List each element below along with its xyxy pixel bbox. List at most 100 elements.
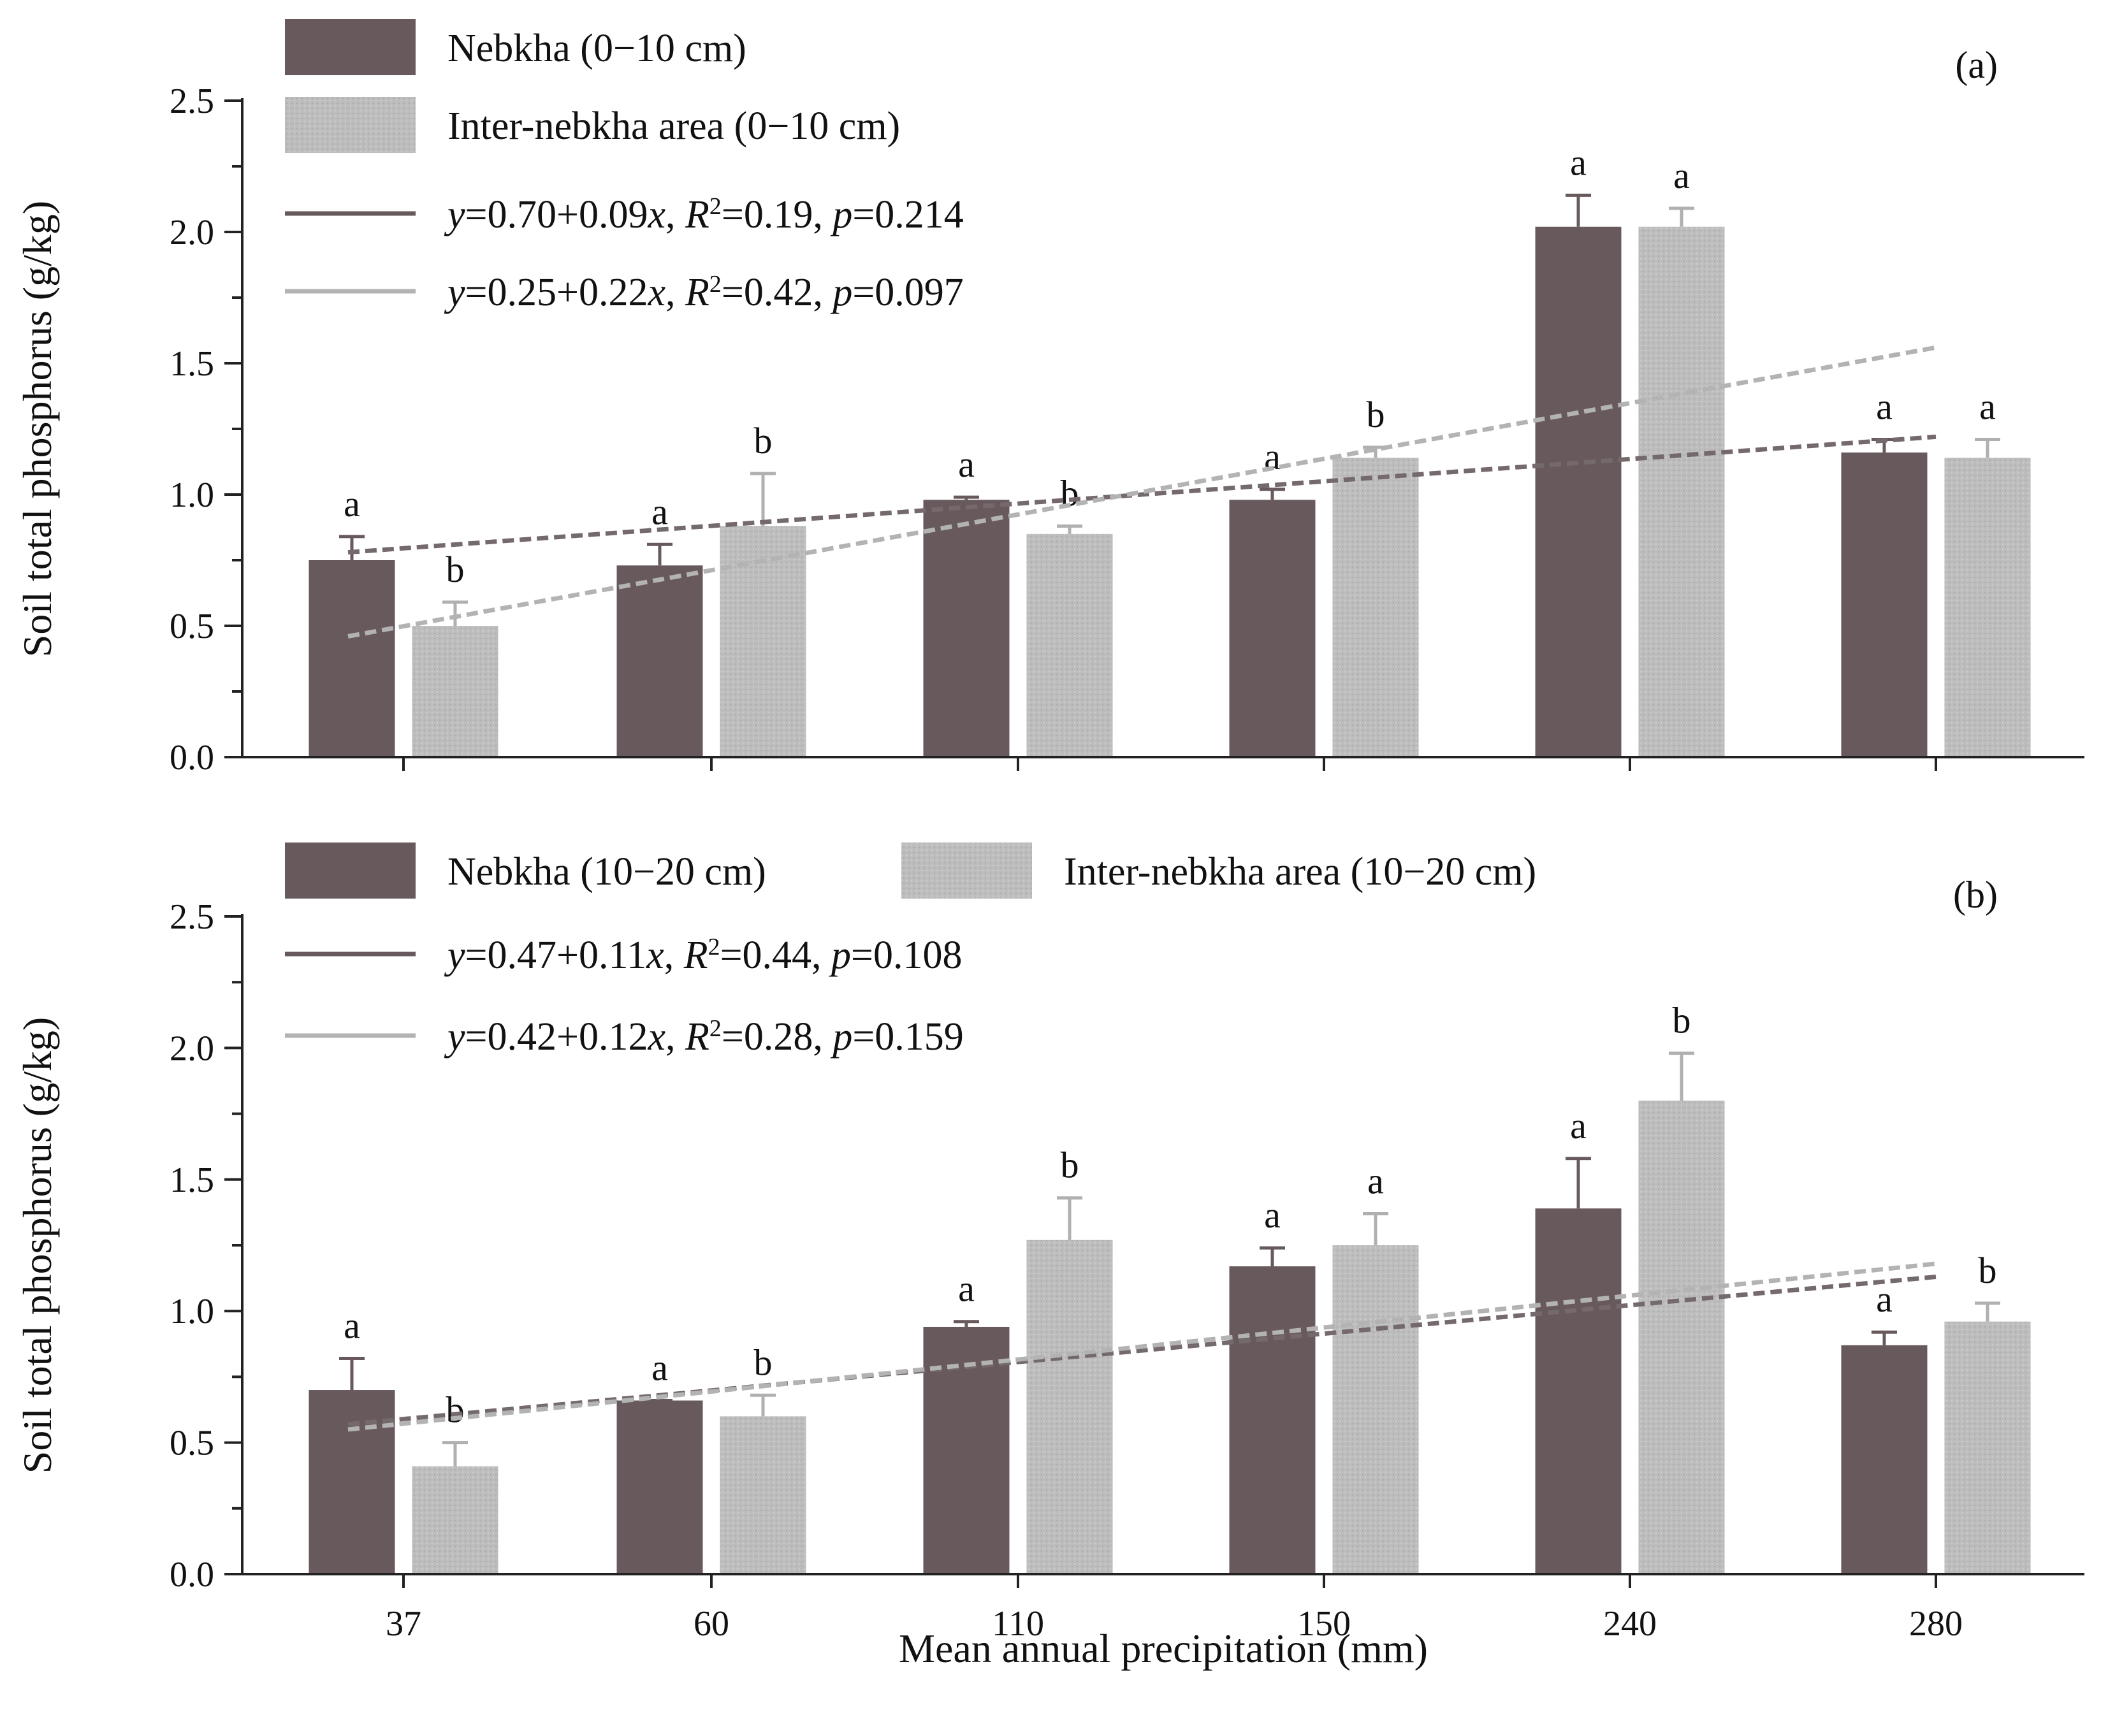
legend-equation-part: =0.19, <box>722 193 832 236</box>
y-tick-label: 2.5 <box>170 82 214 121</box>
significance-label: b <box>446 549 465 590</box>
legend-equation-part: x <box>647 193 665 236</box>
y-tick-label: 0.5 <box>170 607 214 646</box>
bar-inter-nebkha-280 <box>1944 1321 2031 1574</box>
significance-label: b <box>754 1342 773 1383</box>
bar-nebkha-240 <box>1535 226 1622 757</box>
significance-label: a <box>1979 386 1996 427</box>
significance-label: a <box>651 491 668 532</box>
legend-equation-part: =0.25+0.22 <box>465 271 648 314</box>
legend-equation-part: =0.108 <box>851 934 962 977</box>
bar-nebkha-60 <box>616 1400 703 1574</box>
legend-equation-part: x <box>646 934 664 977</box>
legend-equation: y=0.47+0.11x, R2=0.44, p=0.108 <box>444 934 963 977</box>
legend-equation-part: , <box>665 1015 685 1059</box>
y-tick-label: 2.5 <box>170 897 214 937</box>
legend-equation-part: =0.47+0.11 <box>465 934 647 977</box>
legend-equation: y=0.70+0.09x, R2=0.19, p=0.214 <box>444 193 964 236</box>
legend-equation-part: , <box>664 934 684 977</box>
bar-nebkha-280 <box>1841 452 1928 757</box>
legend-equation-part: =0.097 <box>852 271 963 314</box>
significance-label: a <box>1570 1105 1587 1146</box>
y-axis-title: Soil total phosphorus (g/kg) <box>15 1017 60 1473</box>
bar-inter-nebkha-150 <box>1332 1245 1419 1574</box>
legend: Nebkha (0−10 cm) Inter-nebkha area (0−10 … <box>285 19 964 314</box>
bar-nebkha-110 <box>923 500 1010 757</box>
x-tick-label: 60 <box>694 1604 729 1644</box>
x-tick-label: 280 <box>1909 1604 1963 1644</box>
legend-equation-part: R <box>685 271 709 314</box>
legend-equation-part: 2 <box>709 1015 722 1042</box>
legend: Nebkha (10−20 cm) Inter-nebkha area (10−2… <box>285 843 1536 1059</box>
significance-label: a <box>1673 155 1690 196</box>
legend-equation-part: y <box>444 934 465 977</box>
bar-nebkha-240 <box>1535 1208 1622 1574</box>
legend-equation: y=0.25+0.22x, R2=0.42, p=0.097 <box>444 271 964 314</box>
legend-equation-part: =0.42, <box>722 271 832 314</box>
bar-inter-nebkha-110 <box>1026 1240 1113 1574</box>
bar-nebkha-280 <box>1841 1345 1928 1574</box>
legend-equation-part: x <box>647 271 665 314</box>
x-tick-label: 150 <box>1297 1604 1351 1644</box>
legend-swatch-nebkha <box>285 19 416 75</box>
legend-equation-part: p <box>830 1015 852 1059</box>
legend-label: Inter-nebkha area (0−10 cm) <box>447 105 900 148</box>
significance-label: a <box>958 444 975 485</box>
bar-inter-nebkha-60 <box>720 526 806 757</box>
chart-root: a a a a a a b b b b a a 0.0 0.5 1.0 1.5 2.0 2.5 Soil total… <box>15 19 2084 1671</box>
legend-equation-part: R <box>683 934 708 977</box>
x-axis-title: Mean annual precipitation (mm) <box>899 1626 1428 1671</box>
y-tick-label: 0.5 <box>170 1424 214 1463</box>
bar-nebkha-150 <box>1229 1266 1316 1574</box>
legend-equation-part: =0.42+0.12 <box>465 1015 648 1059</box>
legend-equation: y=0.42+0.12x, R2=0.28, p=0.159 <box>444 1015 964 1059</box>
significance-label: a <box>651 1347 668 1389</box>
bar-inter-nebkha-110 <box>1026 533 1113 757</box>
x-tick-label: 37 <box>386 1604 421 1644</box>
legend-equation-part: y <box>444 1015 465 1059</box>
y-tick-label: 1.5 <box>170 344 214 384</box>
legend-equation-part: 2 <box>709 193 722 220</box>
legend-equation-part: =0.70+0.09 <box>465 193 648 236</box>
bar-inter-nebkha-37 <box>412 1466 498 1574</box>
legend-equation-part: =0.28, <box>722 1015 832 1059</box>
significance-label: b <box>446 1389 465 1431</box>
y-tick-label: 0.0 <box>170 738 214 778</box>
legend-equation-part: , <box>665 193 685 236</box>
legend-equation-part: p <box>830 271 852 314</box>
bar-inter-nebkha-240 <box>1638 1100 1725 1574</box>
bar-nebkha-37 <box>309 560 395 757</box>
legend-swatch-inter-nebkha <box>285 97 416 153</box>
legend-swatch-nebkha <box>285 843 416 899</box>
bar-nebkha-60 <box>616 565 703 757</box>
legend-equation-part: R <box>685 193 709 236</box>
legend-swatch-inter-nebkha <box>901 843 1032 899</box>
legend-equation-part: y <box>444 271 465 314</box>
bar-nebkha-150 <box>1229 500 1316 757</box>
legend-equation-part: p <box>830 193 852 236</box>
y-tick-label: 1.0 <box>170 1292 214 1331</box>
legend-label: Nebkha (0−10 cm) <box>447 27 746 70</box>
significance-label: a <box>958 1268 975 1310</box>
y-tick-label: 2.0 <box>170 1029 214 1068</box>
significance-label: b <box>1367 394 1385 435</box>
bar-nebkha-37 <box>309 1390 395 1574</box>
significance-label: a <box>1570 141 1587 183</box>
significance-label: a <box>1367 1160 1384 1201</box>
trendline-nebkha <box>347 434 1937 555</box>
significance-label: b <box>1673 1000 1691 1041</box>
chart-panel-b: a a a a a a b b b a b b 0.0 0.5 1.0 1.5 2.0 2.5 37 60 110 150… <box>15 843 2084 1671</box>
y-axis-title: Soil total phosphorus (g/kg) <box>15 201 60 657</box>
significance-label: b <box>1061 1145 1079 1186</box>
trendline-inter-nebkha <box>347 345 1937 639</box>
y-tick-label: 2.0 <box>170 213 214 252</box>
y-tick-label: 1.5 <box>170 1161 214 1200</box>
bar-inter-nebkha-240 <box>1638 226 1725 757</box>
legend-label: Nebkha (10−20 cm) <box>447 850 766 893</box>
x-tick-label: 240 <box>1603 1604 1657 1644</box>
y-tick-label: 1.0 <box>170 475 214 515</box>
legend-equation-part: =0.44, <box>720 934 831 977</box>
significance-label: a <box>1876 386 1893 427</box>
x-tick-label: 110 <box>992 1604 1044 1644</box>
